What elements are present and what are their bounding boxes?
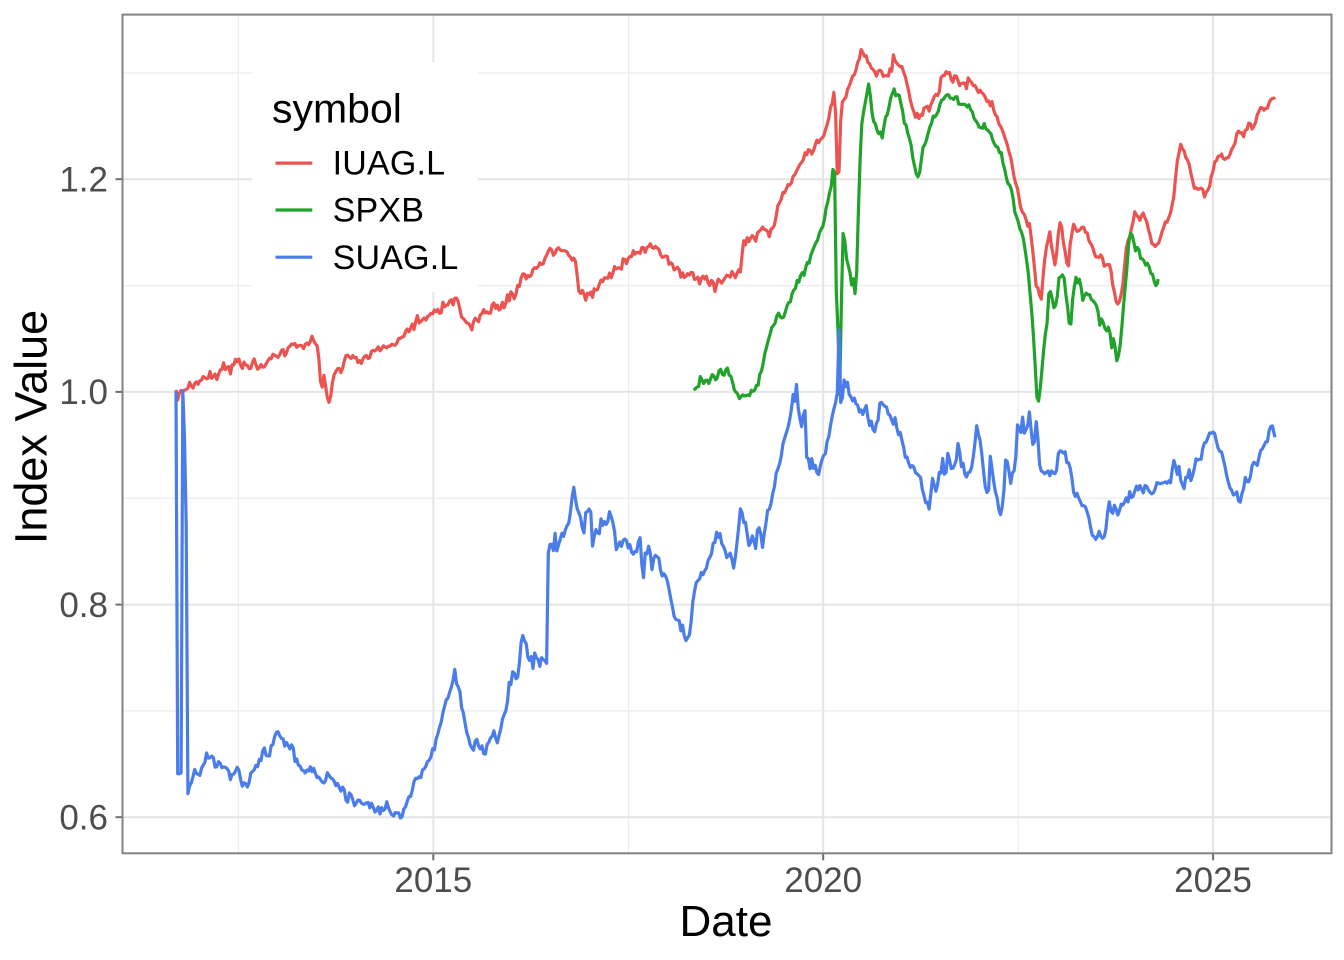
svg-text:Date: Date — [680, 897, 773, 946]
svg-text:1.0: 1.0 — [59, 373, 108, 412]
svg-text:symbol: symbol — [272, 86, 402, 132]
svg-text:0.8: 0.8 — [59, 586, 108, 625]
svg-text:Index Value: Index Value — [6, 310, 57, 544]
svg-text:SPXB: SPXB — [333, 192, 425, 230]
svg-text:2015: 2015 — [394, 861, 472, 900]
svg-text:0.6: 0.6 — [59, 799, 108, 838]
svg-text:SUAG.L: SUAG.L — [333, 239, 459, 277]
svg-text:1.2: 1.2 — [59, 161, 108, 200]
svg-text:IUAG.L: IUAG.L — [333, 145, 446, 183]
svg-text:2025: 2025 — [1174, 861, 1252, 900]
svg-text:2020: 2020 — [784, 861, 862, 900]
